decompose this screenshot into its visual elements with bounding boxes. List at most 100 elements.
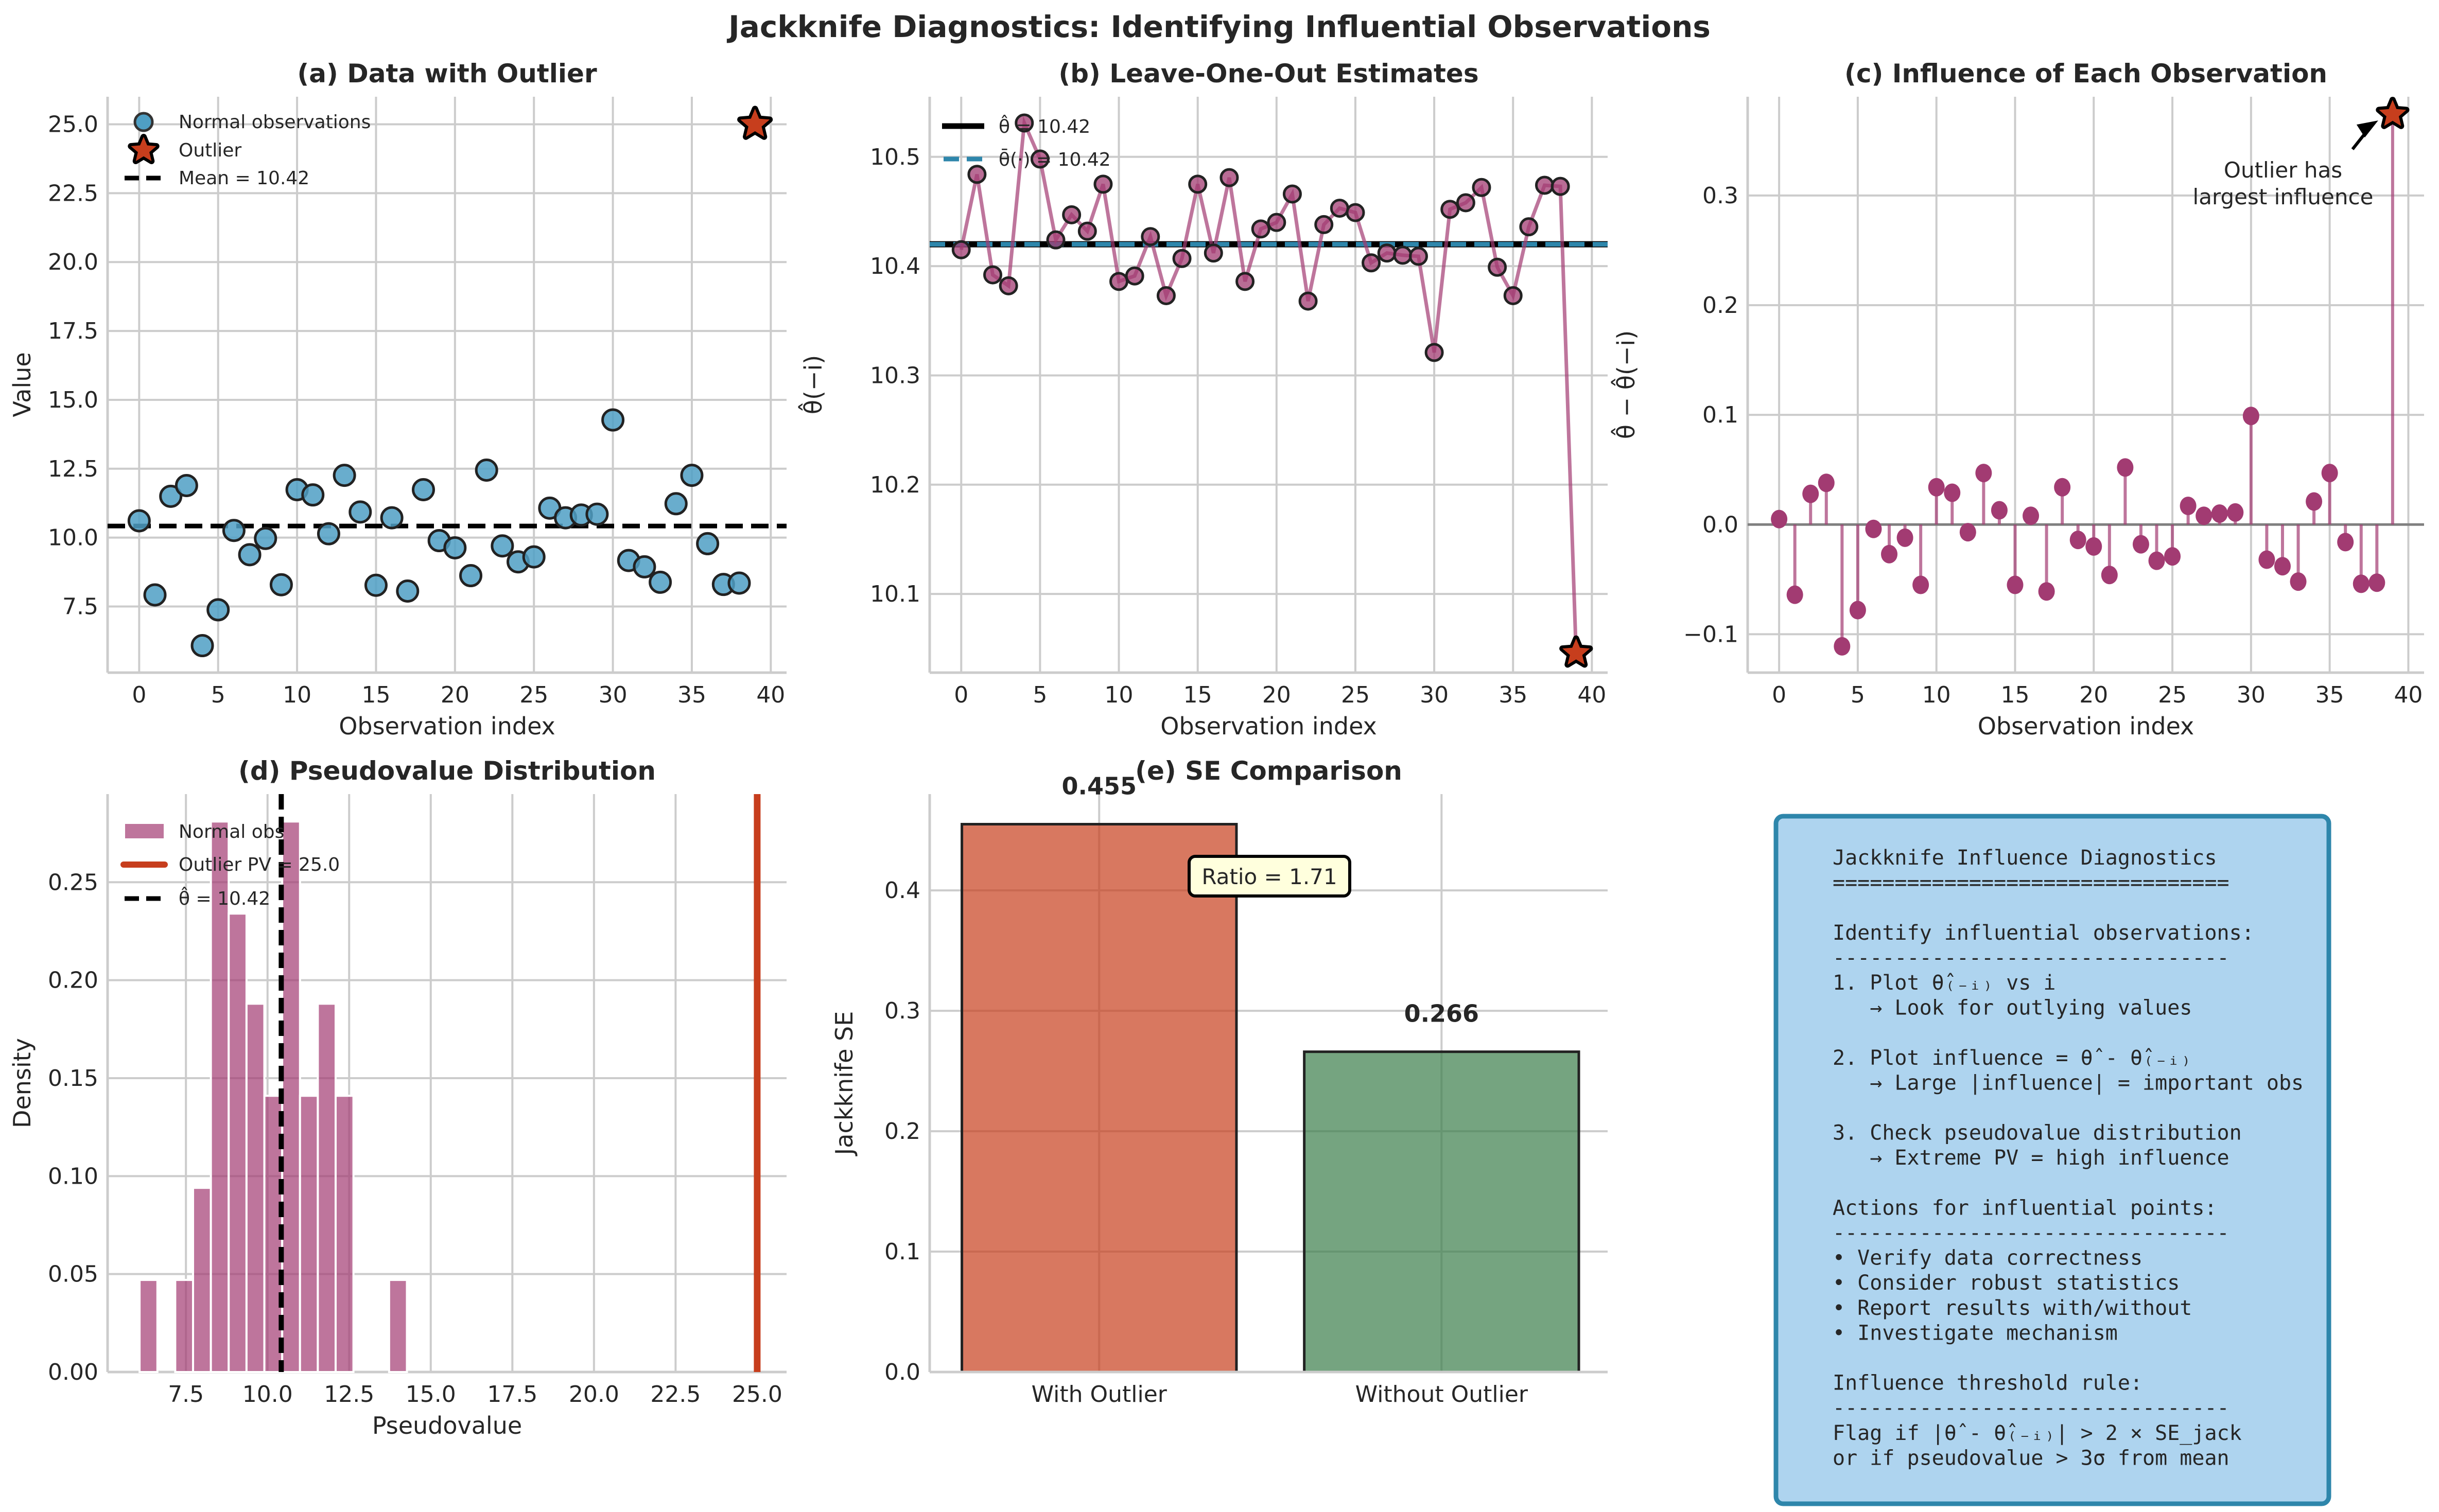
y-tick-label: 15.0: [48, 387, 98, 413]
y-tick-label: 0.2: [884, 1118, 920, 1145]
se-bar: [1303, 1050, 1580, 1374]
x-tick-label: 5: [1033, 682, 1047, 708]
y-tick-label: 17.5: [48, 318, 98, 344]
data-point: [317, 522, 340, 546]
stem-marker: [2117, 458, 2134, 477]
y-axis-label: Value: [8, 352, 36, 417]
loo-point: [1346, 203, 1365, 222]
histogram-bar: [192, 1187, 212, 1373]
annotation-text: Outlier has: [2224, 157, 2342, 183]
x-tick-label: 10: [283, 682, 311, 708]
legend-normal-marker: [133, 112, 154, 132]
y-tick-label: 0.0: [884, 1359, 920, 1385]
loo-point: [1235, 272, 1255, 291]
data-point: [222, 519, 246, 542]
data-point: [443, 536, 467, 559]
stem-marker: [2007, 575, 2024, 594]
panel-title: (e) SE Comparison: [1135, 756, 1402, 786]
loo-point: [983, 265, 1003, 285]
legend-label: θ̄(·) = 10.42: [999, 148, 1111, 170]
summary-line: • Report results with/without: [1833, 1296, 2192, 1320]
summary-line: • Verify data correctness: [1833, 1246, 2142, 1270]
x-tick-label: 0: [1772, 682, 1786, 708]
y-tick-label: 0.00: [48, 1359, 98, 1385]
x-tick-label: 25: [519, 682, 548, 708]
histogram-bar: [299, 1095, 319, 1374]
histogram-bar: [281, 820, 301, 1373]
y-tick-label: 12.5: [48, 456, 98, 482]
summary-line: Jackknife Influence Diagnostics: [1833, 846, 2217, 870]
stem-marker: [1786, 585, 1803, 604]
stem-marker: [2321, 464, 2338, 483]
x-tick-label: 10: [1922, 682, 1951, 708]
data-point: [601, 408, 625, 432]
summary-line: • Consider robust statistics: [1833, 1271, 2180, 1295]
data-point: [475, 458, 498, 482]
stem-marker: [2211, 504, 2228, 523]
loo-point: [951, 240, 971, 259]
data-point: [380, 506, 404, 530]
y-tick-label: 10.2: [870, 472, 920, 498]
stem-marker: [1896, 528, 1913, 547]
stem-marker: [2054, 478, 2071, 497]
panel-b-leave-one-out: (b) Leave-One-Out Estimates 10.1 10.2 10.3 1…: [798, 59, 1608, 740]
histogram-bar: [174, 1279, 195, 1373]
loo-point: [1030, 149, 1050, 169]
stem-marker: [2038, 582, 2055, 601]
legend-label: Normal obs: [179, 821, 284, 842]
x-tick-label: 35: [1499, 682, 1527, 708]
panel-title: (c) Influence of Each Observation: [1844, 59, 2327, 89]
x-tick-label: 15: [361, 682, 390, 708]
legend-label: Mean = 10.42: [179, 168, 309, 189]
data-point: [364, 573, 388, 597]
stem-marker: [2227, 503, 2244, 522]
x-tick-label: 40: [756, 682, 785, 708]
se-bar: [961, 822, 1238, 1374]
summary-text-box: Jackknife Influence Diagnostics=========…: [1773, 814, 2331, 1506]
summary-line: → Look for outlying values: [1833, 996, 2192, 1020]
loo-point: [1440, 200, 1460, 219]
histogram-bar: [138, 1279, 159, 1373]
stem-marker: [2164, 547, 2181, 566]
stem-marker: [1802, 484, 1819, 503]
loo-point: [1393, 245, 1413, 265]
legend-label: θ̂ = 10.42: [179, 886, 270, 909]
x-tick-label: 7.5: [168, 1381, 204, 1408]
loo-point: [1204, 243, 1223, 263]
y-axis-label: θ̂(−i): [798, 355, 827, 414]
y-tick-label: 10.0: [48, 525, 98, 551]
figure-title: Jackknife Diagnostics: Identifying Influ…: [726, 9, 1711, 44]
x-tick-label: 15: [1183, 682, 1212, 708]
loo-point: [1377, 243, 1397, 263]
stem-marker: [2290, 572, 2307, 591]
x-tick-label: Without Outlier: [1355, 1381, 1528, 1408]
summary-line: or if pseudovalue > 3σ from mean: [1833, 1446, 2229, 1470]
loo-point: [1362, 253, 1381, 273]
y-tick-label: 0.4: [884, 877, 920, 904]
x-tick-label: 0: [132, 682, 146, 708]
data-point: [459, 564, 483, 588]
summary-line: ================================: [1833, 871, 2229, 895]
stem-marker: [1849, 601, 1866, 620]
stem-marker: [2132, 535, 2149, 554]
stem-marker: [2274, 557, 2291, 576]
stem-marker: [2306, 492, 2323, 511]
y-axis-label: Jackknife SE: [830, 1011, 858, 1157]
y-tick-label: 10.5: [870, 144, 920, 170]
loo-point: [1282, 184, 1302, 204]
stem-marker: [2196, 506, 2212, 525]
loo-point: [1472, 178, 1491, 197]
data-point: [664, 492, 688, 516]
y-tick-label: 0.3: [884, 998, 920, 1024]
y-tick-label: 0.1: [884, 1239, 920, 1265]
x-axis-label: Observation index: [1160, 712, 1377, 740]
data-point: [127, 509, 151, 533]
legend-outlier-marker: [128, 134, 160, 164]
histogram-bar: [228, 912, 248, 1373]
y-tick-label: 7.5: [62, 594, 98, 620]
histogram-bar: [388, 1279, 408, 1373]
x-tick-label: 20.0: [569, 1381, 619, 1408]
summary-line: Actions for influential points:: [1833, 1196, 2217, 1220]
summary-line: 3. Check pseudovalue distribution: [1833, 1121, 2242, 1145]
